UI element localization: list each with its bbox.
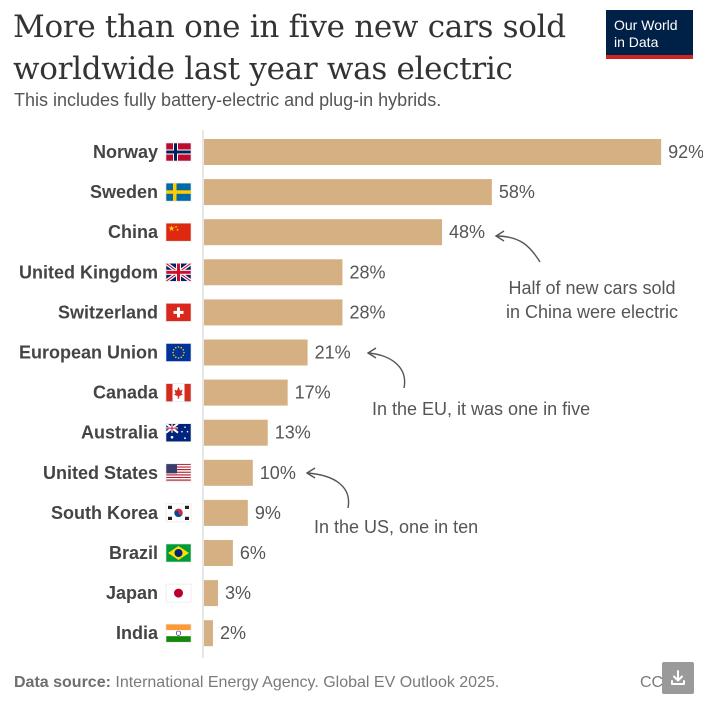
annotation-text-united-states: In the US, one in ten	[314, 517, 478, 537]
category-label-united-kingdom: United Kingdom	[19, 262, 158, 282]
bar-australia[interactable]	[204, 419, 268, 446]
bar-japan[interactable]	[204, 580, 218, 607]
bar-brazil[interactable]	[204, 540, 233, 566]
logo-line-2: in Data	[614, 34, 659, 50]
india-flag-icon	[165, 623, 192, 643]
bar-european-union[interactable]	[204, 339, 308, 366]
annotation-arrow-china	[495, 235, 541, 263]
bar-sweden[interactable]	[204, 179, 492, 206]
bar-india[interactable]	[204, 620, 213, 647]
chart-title: More than one in five new cars sold worl…	[13, 9, 566, 87]
category-label-united-states: United States	[43, 463, 158, 483]
value-label-european-union: 21%	[315, 343, 351, 363]
data-source-text: International Energy Agency. Global EV O…	[115, 674, 500, 691]
category-label-india: India	[116, 623, 159, 643]
bar-united-kingdom[interactable]	[204, 259, 343, 286]
value-label-norway: 92%	[668, 142, 703, 162]
bar-south-korea[interactable]	[204, 499, 248, 526]
value-label-brazil: 6%	[240, 543, 266, 563]
sweden-flag-icon	[165, 182, 192, 202]
download-icon	[671, 670, 685, 685]
annotation-arrowhead-european-union	[366, 347, 377, 359]
canada-flag-icon	[165, 383, 192, 402]
data-source-label: Data source:	[14, 674, 111, 691]
value-label-japan: 3%	[225, 583, 251, 603]
eu-flag-icon	[165, 343, 192, 362]
south-korea-flag-icon	[165, 503, 192, 523]
category-label-canada: Canada	[93, 383, 159, 403]
download-button[interactable]	[662, 662, 694, 694]
value-label-sweden: 58%	[499, 182, 535, 202]
category-label-switzerland: Switzerland	[58, 302, 158, 322]
value-label-united-kingdom: 28%	[349, 262, 385, 282]
category-label-japan: Japan	[106, 583, 158, 603]
logo-line-1: Our World	[614, 17, 678, 33]
annotation-text-china: in China were electric	[506, 302, 678, 322]
value-label-united-states: 10%	[260, 463, 296, 483]
category-label-european-union: European Union	[19, 343, 158, 363]
chart-subtitle: This includes fully battery-electric and…	[14, 90, 442, 110]
category-label-brazil: Brazil	[109, 543, 158, 563]
owid-logo[interactable]: Our World in Data	[606, 10, 693, 59]
norway-flag-icon	[165, 142, 192, 162]
value-label-china: 48%	[449, 222, 485, 242]
bar-switzerland[interactable]	[204, 299, 343, 326]
value-label-switzerland: 28%	[349, 302, 385, 322]
brazil-flag-icon	[165, 543, 192, 563]
annotation-text-china: Half of new cars sold	[508, 278, 675, 298]
value-label-south-korea: 9%	[255, 503, 281, 523]
bar-canada[interactable]	[204, 379, 288, 406]
svg-text:★: ★	[175, 225, 178, 229]
category-label-china: China	[108, 222, 159, 242]
category-label-sweden: Sweden	[90, 182, 158, 202]
license-label: CC	[640, 674, 664, 691]
value-label-canada: 17%	[295, 383, 331, 403]
china-flag-icon: ★ ★★	[165, 222, 192, 242]
usa-flag-icon	[165, 463, 192, 483]
annotation-arrow-united-states	[306, 472, 350, 509]
category-label-norway: Norway	[93, 142, 158, 162]
annotation-arrowhead-china	[494, 230, 505, 242]
uk-flag-icon	[164, 261, 193, 283]
svg-text:★: ★	[168, 224, 175, 233]
bar-norway[interactable]	[204, 139, 662, 165]
annotation-text-european-union: In the EU, it was one in five	[372, 399, 590, 419]
bar-chart: Norway 92% Sweden 58% China ★ ★★ 48% United King…	[19, 130, 703, 658]
bar-china[interactable]	[204, 219, 443, 246]
japan-flag-icon	[165, 583, 192, 603]
category-label-south-korea: South Korea	[51, 503, 159, 523]
bar-united-states[interactable]	[204, 459, 253, 486]
category-label-australia: Australia	[81, 423, 159, 443]
value-label-india: 2%	[220, 623, 246, 643]
australia-flag-icon	[165, 422, 192, 443]
annotation-arrow-european-union	[367, 352, 406, 389]
data-source: Data source: International Energy Agency…	[14, 674, 499, 692]
svg-text:★: ★	[176, 228, 179, 232]
annotation-arrowhead-united-states	[305, 467, 316, 479]
value-label-australia: 13%	[275, 423, 311, 443]
switzerland-flag-icon	[165, 303, 192, 322]
